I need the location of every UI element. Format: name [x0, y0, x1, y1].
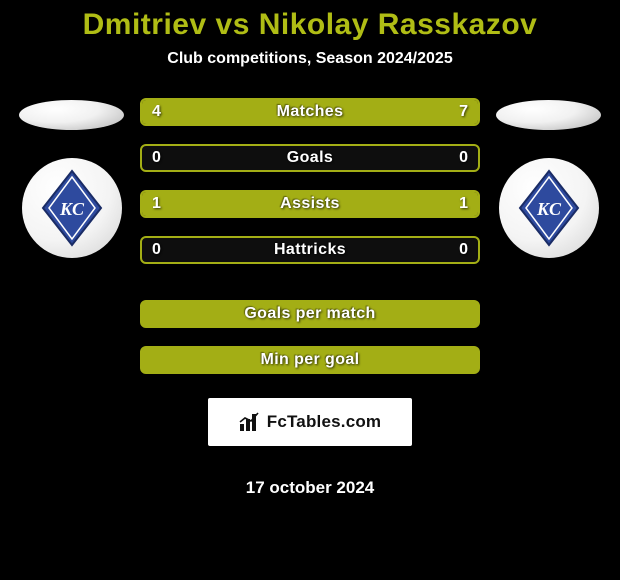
stat-label: Min per goal — [260, 351, 359, 369]
stat-value-left: 0 — [152, 241, 161, 259]
brand-chart-icon — [239, 412, 261, 432]
svg-text:KC: KC — [58, 199, 84, 219]
stat-label: Hattricks — [274, 241, 346, 259]
player-avatar-left — [19, 100, 124, 130]
stat-value-left: 1 — [152, 195, 161, 213]
page-subtitle: Club competitions, Season 2024/2025 — [167, 50, 452, 68]
club-crest-icon: KC — [518, 169, 580, 247]
player-avatar-right — [496, 100, 601, 130]
page-title: Dmitriev vs Nikolay Rasskazov — [83, 8, 538, 42]
stat-label: Goals — [287, 149, 333, 167]
stat-label: Goals per match — [244, 305, 375, 323]
stat-row: 4 7 Matches — [140, 98, 480, 126]
stat-row-empty: Min per goal — [140, 346, 480, 374]
stat-value-left: 0 — [152, 149, 161, 167]
stat-label: Assists — [280, 195, 340, 213]
stat-value-right: 1 — [459, 195, 468, 213]
svg-text:KC: KC — [535, 199, 561, 219]
brand-box[interactable]: FcTables.com — [208, 398, 412, 446]
club-badge-left: KC — [22, 158, 122, 258]
stat-value-right: 7 — [459, 103, 468, 121]
club-badge-right: KC — [499, 158, 599, 258]
comparison-card: Dmitriev vs Nikolay Rasskazov Club compe… — [0, 0, 620, 498]
right-player-col: KC — [496, 98, 601, 258]
stat-row-empty: Goals per match — [140, 300, 480, 328]
stat-row: 0 0 Hattricks — [140, 236, 480, 264]
date-text: 17 october 2024 — [246, 478, 375, 498]
stat-value-right: 0 — [459, 241, 468, 259]
stats-column: 4 7 Matches 0 0 Goals 1 1 Assists 0 0 Hattricks Goa… — [140, 98, 480, 498]
stat-value-right: 0 — [459, 149, 468, 167]
brand-text: FcTables.com — [267, 412, 382, 432]
left-player-col: KC — [19, 98, 124, 258]
stat-value-left: 4 — [152, 103, 161, 121]
main-row: KC 4 7 Matches 0 0 Goals 1 1 Assists 0 0 Hattricks … — [0, 98, 620, 498]
stat-row: 0 0 Goals — [140, 144, 480, 172]
stat-row: 1 1 Assists — [140, 190, 480, 218]
stat-label: Matches — [277, 103, 344, 121]
club-crest-icon: KC — [41, 169, 103, 247]
